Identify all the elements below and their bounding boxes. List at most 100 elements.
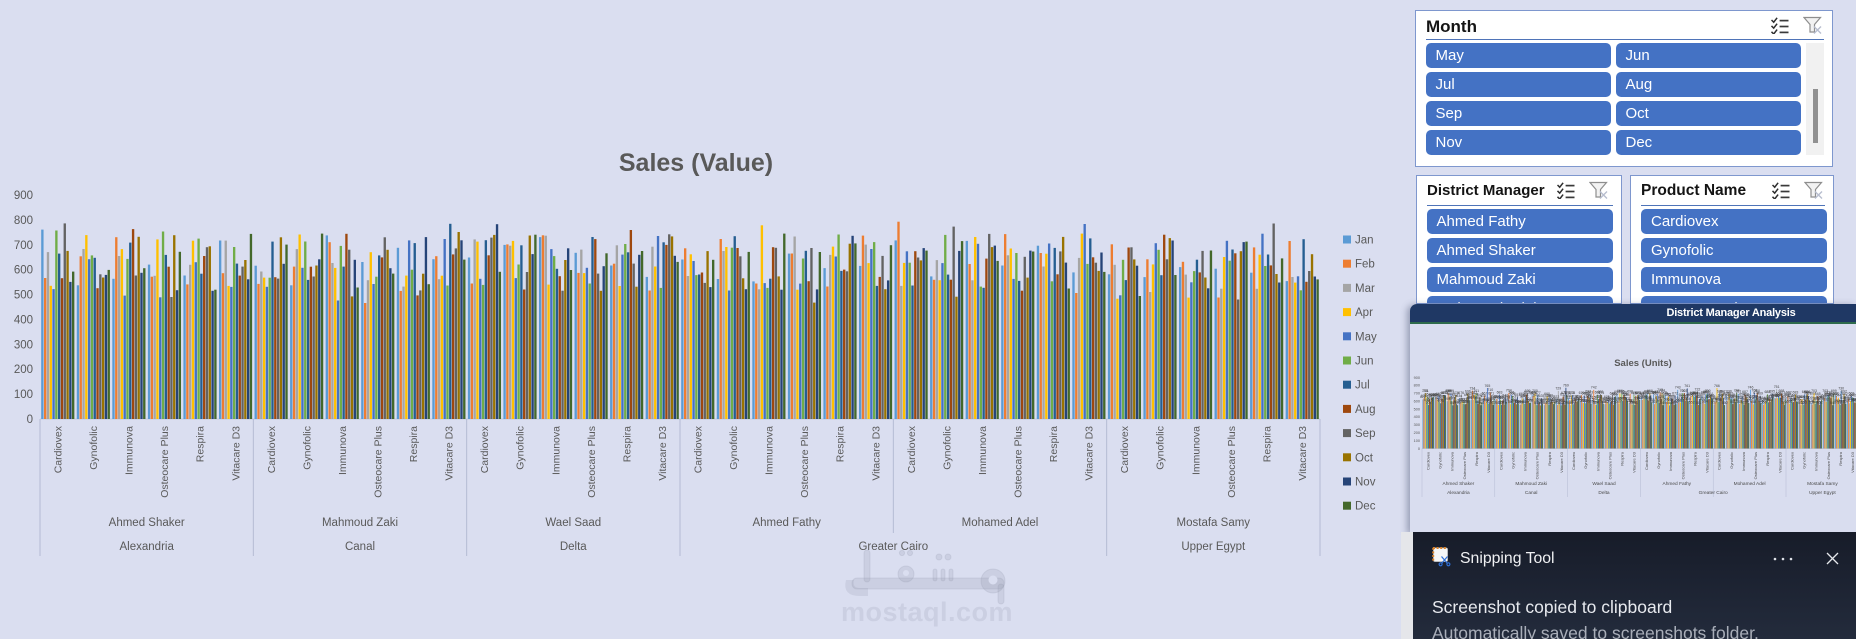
svg-text:600: 600 (1756, 397, 1762, 401)
svg-text:Gynofolic: Gynofolic (728, 426, 740, 470)
svg-text:743: 743 (1675, 386, 1681, 390)
svg-text:608: 608 (1474, 396, 1480, 400)
svg-text:599: 599 (1603, 397, 1609, 401)
svg-text:669: 669 (1691, 391, 1697, 395)
svg-text:637: 637 (1775, 394, 1781, 398)
svg-text:647: 647 (1744, 393, 1750, 397)
svg-text:547: 547 (1450, 401, 1456, 405)
svg-text:628: 628 (1572, 395, 1578, 399)
svg-text:643: 643 (1792, 394, 1798, 398)
svg-text:592: 592 (1437, 398, 1443, 402)
svg-text:Gynofolic: Gynofolic (1155, 426, 1167, 470)
svg-text:617: 617 (1737, 396, 1743, 400)
svg-text:599: 599 (1814, 397, 1820, 401)
svg-text:mostaql.com: mostaql.com (841, 597, 1013, 627)
svg-text:555: 555 (1517, 400, 1523, 404)
svg-text:592: 592 (1853, 398, 1856, 402)
svg-text:580: 580 (1457, 399, 1463, 403)
svg-text:Immunova: Immunova (1741, 451, 1746, 470)
svg-text:699: 699 (1617, 389, 1623, 393)
svg-text:677: 677 (1441, 391, 1447, 395)
svg-text:653: 653 (1638, 393, 1644, 397)
svg-text:568: 568 (1485, 399, 1491, 403)
svg-text:Cardiovex: Cardiovex (906, 425, 918, 473)
svg-text:Apr: Apr (1355, 307, 1373, 319)
svg-text:596: 596 (1740, 397, 1746, 401)
svg-text:588: 588 (1550, 398, 1556, 402)
svg-text:626: 626 (1816, 395, 1822, 399)
svg-text:Osteocare Plus: Osteocare Plus (1753, 452, 1758, 479)
svg-text:679: 679 (1661, 391, 1667, 395)
svg-text:624: 624 (1731, 395, 1737, 399)
svg-text:633: 633 (1596, 394, 1602, 398)
svg-text:576: 576 (1581, 399, 1587, 403)
svg-text:665: 665 (1815, 392, 1821, 396)
svg-text:Vitacare D3: Vitacare D3 (1850, 451, 1855, 473)
svg-text:562: 562 (1454, 400, 1460, 404)
svg-text:559: 559 (1570, 400, 1576, 404)
svg-text:Jan: Jan (1355, 235, 1374, 247)
svg-text:Osteocare Plus: Osteocare Plus (799, 426, 811, 498)
svg-text:729: 729 (1555, 387, 1561, 391)
svg-text:652: 652 (1452, 393, 1458, 397)
svg-text:Respira: Respira (621, 426, 633, 462)
svg-text:634: 634 (1520, 394, 1526, 398)
svg-text:Greater Cairo: Greater Cairo (1699, 490, 1728, 496)
svg-text:656: 656 (1692, 393, 1698, 397)
svg-text:600: 600 (14, 265, 33, 277)
svg-text:611: 611 (1567, 396, 1573, 400)
svg-text:Ahmed Fathy: Ahmed Fathy (1663, 481, 1692, 487)
svg-text:675: 675 (1826, 391, 1832, 395)
svg-text:568: 568 (1836, 399, 1842, 403)
svg-text:615: 615 (1637, 396, 1643, 400)
svg-text:617: 617 (1507, 396, 1513, 400)
svg-text:627: 627 (1494, 395, 1500, 399)
svg-text:623: 623 (1500, 395, 1506, 399)
svg-text:618: 618 (1819, 396, 1825, 400)
svg-text:710: 710 (1487, 388, 1493, 392)
svg-text:631: 631 (1697, 394, 1703, 398)
svg-text:Vitacare D3: Vitacare D3 (1486, 451, 1491, 473)
svg-text:695: 695 (1769, 389, 1775, 393)
svg-text:651: 651 (1679, 393, 1685, 397)
svg-text:703: 703 (1822, 389, 1828, 393)
svg-text:579: 579 (1542, 399, 1548, 403)
svg-text:596: 596 (1599, 397, 1605, 401)
svg-text:579: 579 (1511, 399, 1517, 403)
svg-text:Vitacare D3: Vitacare D3 (1632, 451, 1637, 473)
svg-text:Respira: Respira (195, 426, 207, 462)
svg-text:703: 703 (1681, 389, 1687, 393)
svg-text:632: 632 (1505, 394, 1511, 398)
svg-text:800: 800 (14, 215, 33, 227)
svg-text:567: 567 (1460, 400, 1466, 404)
svg-text:Jun: Jun (1355, 356, 1374, 368)
svg-text:585: 585 (1765, 398, 1771, 402)
svg-text:598: 598 (1615, 397, 1621, 401)
svg-text:641: 641 (1725, 394, 1731, 398)
svg-text:Wael Saad: Wael Saad (545, 517, 601, 529)
svg-text:572: 572 (1834, 399, 1840, 403)
svg-text:632: 632 (1709, 394, 1715, 398)
svg-text:Vitacare D3: Vitacare D3 (1559, 451, 1564, 473)
svg-text:634: 634 (1788, 394, 1794, 398)
svg-text:Gynofolic: Gynofolic (1802, 452, 1807, 469)
svg-text:662: 662 (1436, 392, 1442, 396)
svg-text:675: 675 (1690, 391, 1696, 395)
svg-text:615: 615 (1435, 396, 1441, 400)
svg-text:622: 622 (1420, 395, 1426, 399)
svg-text:618: 618 (1645, 395, 1651, 399)
svg-text:667: 667 (1776, 392, 1782, 396)
svg-text:589: 589 (1503, 398, 1509, 402)
svg-text:696: 696 (1627, 389, 1633, 393)
svg-text:Vitacare D3: Vitacare D3 (1705, 451, 1710, 473)
svg-text:Sep: Sep (1355, 428, 1375, 440)
svg-text:583: 583 (1571, 398, 1577, 402)
svg-text:699: 699 (1647, 389, 1653, 393)
svg-text:584: 584 (1851, 398, 1856, 402)
svg-text:552: 552 (1671, 401, 1677, 405)
svg-text:Vitacare D3: Vitacare D3 (1297, 426, 1309, 481)
svg-text:Gynofolic: Gynofolic (1729, 452, 1734, 469)
svg-text:Osteocare Plus: Osteocare Plus (372, 426, 384, 498)
svg-text:Vitacare D3: Vitacare D3 (444, 426, 456, 481)
svg-text:699: 699 (1525, 389, 1531, 393)
